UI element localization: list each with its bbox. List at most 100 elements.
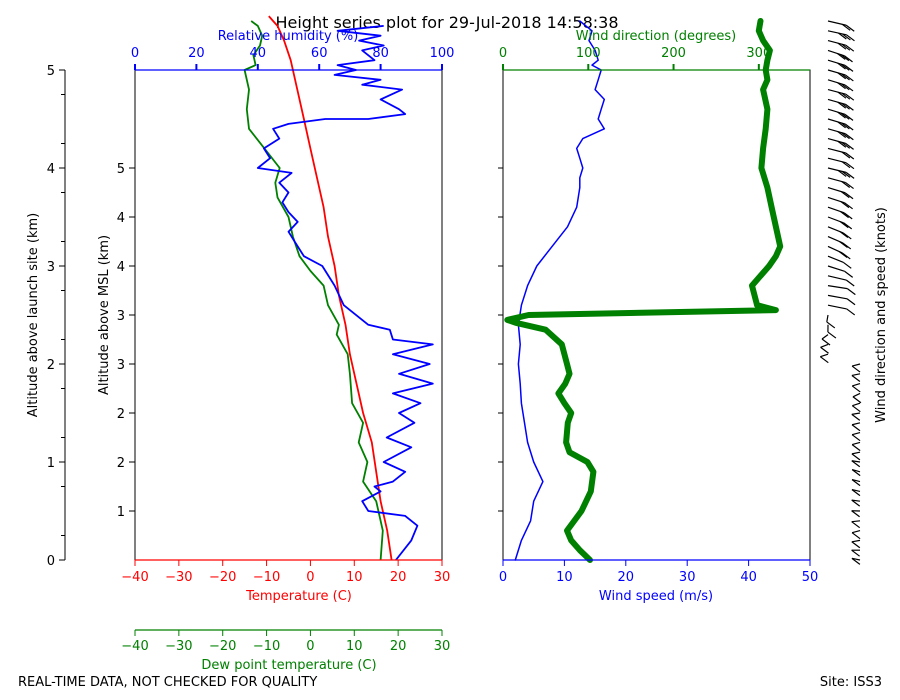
wind-barb-feather: [837, 121, 846, 129]
wind-barb-feather: [841, 92, 851, 100]
temp-tick-label: 10: [346, 570, 363, 585]
direction-tick-label: 300: [746, 46, 771, 61]
speed-tick-label: 30: [679, 570, 696, 585]
wind-barb-staff: [821, 334, 829, 340]
wind-barb-feather: [844, 64, 854, 72]
wind-barb-feather: [845, 152, 855, 160]
wind-barb-staff: [827, 285, 848, 290]
wind-panel: 0 10 20 30 40 50 0 100 200 300 Wind speed (m/s) W…: [498, 18, 889, 604]
wind-barb-feather: [845, 142, 854, 150]
wind-barb-staff: [827, 294, 848, 300]
wind-barb-feather: [840, 112, 850, 120]
wind-barb-feather: [840, 211, 849, 219]
wind-barb-feather: [837, 42, 847, 50]
wind-barb-feather: [845, 182, 854, 190]
wind-barb-feather: [841, 252, 851, 260]
wind-barb-feather: [841, 23, 851, 31]
dewpoint-tick-label: −40: [121, 639, 148, 654]
wind-barb-feather: [841, 141, 851, 149]
wind-barb-staff: [851, 432, 861, 436]
rh-tick-label: 0: [131, 46, 139, 61]
wind-barb-feather: [837, 62, 846, 70]
dewpoint-line: [243, 20, 384, 561]
wind-barb-feather: [844, 74, 854, 82]
wind-barb-feather: [845, 44, 855, 52]
barbs-label: Wind direction and speed (knots): [874, 207, 889, 423]
wind-barb-feather: [852, 396, 862, 404]
wind-barb-feather: [851, 541, 861, 549]
wind-barb-feather: [841, 161, 851, 169]
direction-tick-label: 200: [661, 46, 686, 61]
wind-barb-feather: [839, 221, 849, 229]
wind-barb-feather: [821, 338, 831, 346]
wind-direction-line: [504, 18, 784, 563]
wind-barb-feather: [851, 385, 861, 393]
wind-barb-feather: [844, 55, 853, 63]
direction-tick-label: 100: [576, 46, 601, 61]
wind-barb-staff: [820, 343, 829, 348]
quality-disclaimer: REAL-TIME DATA, NOT CHECKED FOR QUALITY: [18, 675, 317, 690]
wind-barb-feather: [846, 34, 855, 42]
wind-barb-feather: [841, 122, 850, 130]
outer-alt-tick-label: 1: [47, 456, 55, 471]
temp-tick-label: −20: [209, 570, 236, 585]
wind-barb-feather: [837, 101, 847, 109]
dewpoint-axis-label: Dew point temperature (C): [201, 658, 376, 673]
wind-barb-feather: [846, 298, 856, 306]
wind-barb-staff: [826, 314, 829, 323]
outer-alt-tick-label: 3: [47, 260, 55, 275]
wind-barb-staff: [851, 499, 861, 502]
wind-barb-feather: [842, 232, 852, 240]
wind-barb-feather: [841, 132, 850, 140]
wind-barb-feather: [845, 24, 855, 32]
wind-barb-feather: [845, 171, 855, 179]
inner-alt-tick-label: 1: [117, 505, 125, 520]
speed-axis-label: Wind speed (m/s): [599, 589, 713, 604]
wind-barb-feather: [851, 453, 861, 461]
rh-tick-label: 80: [372, 46, 389, 61]
thermo-panel: 0 1 2 3 4 5 1 2 2 3 3 4 4 5 −40 −30 −20 −10 0 10 20 30 −40 −30 −…: [26, 15, 455, 673]
inner-alt-tick-label: 2: [117, 456, 125, 471]
rh-line: [256, 25, 434, 561]
wind-barb-feather: [826, 321, 836, 329]
rh-tick-label: 40: [250, 46, 267, 61]
wind-barb-feather: [840, 201, 850, 209]
wind-barb-feather: [851, 469, 861, 477]
dewpoint-tick-label: 10: [346, 639, 363, 654]
outer-alt-tick-label: 4: [47, 162, 55, 177]
wind-barb-feather: [851, 510, 860, 518]
wind-barb-feather: [846, 288, 856, 296]
temp-tick-label: −10: [253, 570, 280, 585]
inner-alt-tick-label: 3: [117, 309, 125, 324]
wind-series-group: [504, 18, 784, 563]
wind-barb-feather: [841, 170, 851, 178]
thermo-axes-ticks: 0 1 2 3 4 5 1 2 2 3 3 4 4 5 −40 −30 −20 −10 0 10 20 30 −40 −30 −…: [47, 46, 455, 654]
rh-tick-label: 100: [430, 46, 455, 61]
wind-barb-feather: [845, 279, 855, 287]
inner-alt-tick-label: 2: [117, 407, 125, 422]
wind-barb-staff: [851, 412, 861, 415]
rh-tick-label: 20: [188, 46, 205, 61]
direction-axis-label: Wind direction (degrees): [576, 29, 736, 44]
wind-barb-feather: [837, 169, 847, 177]
wind-barb-feather: [845, 103, 854, 111]
wind-barb-feather: [851, 413, 861, 421]
wind-barb-feather: [841, 181, 851, 188]
inner-alt-tick-label: 4: [117, 260, 125, 275]
dewpoint-tick-label: 20: [390, 639, 407, 654]
dewpoint-tick-label: −30: [165, 639, 192, 654]
wind-axes-ticks: 0 10 20 30 40 50 0 100 200 300: [498, 46, 818, 585]
wind-barb-staff: [852, 402, 861, 407]
temp-tick-label: 20: [390, 570, 407, 585]
wind-barb-feather: [843, 212, 853, 220]
wind-barb-feather: [851, 532, 861, 540]
direction-tick-label: 0: [499, 46, 507, 61]
wind-barb-feather: [844, 113, 854, 121]
speed-tick-label: 40: [740, 570, 757, 585]
wind-barb-staff: [851, 530, 861, 534]
wind-barb-feather: [842, 261, 852, 269]
outer-alt-tick-label: 2: [47, 358, 55, 373]
wind-barb-feather: [841, 151, 851, 159]
wind-barb-feather: [843, 222, 853, 230]
